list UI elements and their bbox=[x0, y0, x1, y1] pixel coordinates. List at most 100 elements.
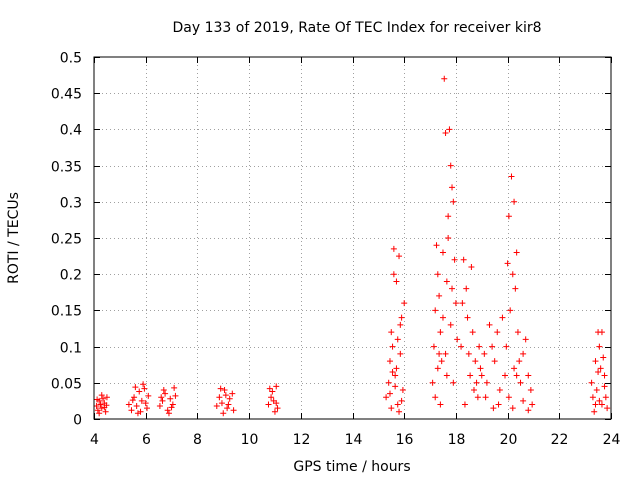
data-point bbox=[496, 387, 503, 394]
data-point bbox=[481, 350, 488, 357]
data-point bbox=[522, 336, 529, 343]
data-point bbox=[103, 402, 110, 409]
data-point bbox=[468, 263, 475, 270]
data-point bbox=[132, 384, 139, 391]
data-point bbox=[442, 130, 449, 137]
data-point bbox=[512, 285, 519, 292]
data-point bbox=[589, 394, 596, 401]
data-point bbox=[274, 405, 281, 412]
data-point bbox=[396, 408, 403, 415]
data-point bbox=[486, 321, 493, 328]
data-point bbox=[93, 402, 100, 409]
data-point bbox=[394, 401, 401, 408]
data-point bbox=[508, 173, 515, 180]
data-point bbox=[452, 300, 459, 307]
data-point bbox=[393, 278, 400, 285]
x-axis-label: GPS time / hours bbox=[293, 459, 410, 475]
data-point bbox=[491, 358, 498, 365]
data-point bbox=[511, 198, 518, 205]
data-point bbox=[461, 401, 468, 408]
data-point bbox=[94, 396, 101, 403]
data-point bbox=[434, 271, 441, 278]
data-point bbox=[213, 402, 220, 409]
data-point bbox=[97, 401, 104, 408]
x-tick-label: 8 bbox=[193, 432, 202, 448]
data-point bbox=[592, 358, 599, 365]
data-point bbox=[463, 285, 470, 292]
data-point bbox=[401, 300, 408, 307]
data-point bbox=[386, 390, 393, 397]
data-point bbox=[388, 329, 395, 336]
data-point bbox=[386, 358, 393, 365]
data-point bbox=[273, 383, 280, 390]
data-point bbox=[125, 401, 132, 408]
data-point bbox=[593, 387, 600, 394]
data-point bbox=[513, 372, 520, 379]
data-point bbox=[225, 401, 232, 408]
data-point bbox=[389, 343, 396, 350]
data-point bbox=[597, 365, 604, 372]
data-point bbox=[220, 410, 227, 417]
data-point bbox=[98, 392, 105, 399]
data-point bbox=[601, 383, 608, 390]
data-point bbox=[520, 350, 527, 357]
y-tick-label: 0.45 bbox=[51, 87, 82, 103]
data-point bbox=[505, 394, 512, 401]
x-tick-label: 10 bbox=[241, 432, 259, 448]
data-point bbox=[224, 405, 231, 412]
data-point bbox=[494, 329, 501, 336]
data-point bbox=[503, 343, 510, 350]
y-axis-label: ROTI / TECUs bbox=[6, 192, 22, 284]
data-point bbox=[140, 381, 147, 388]
y-tick-label: 0.2 bbox=[60, 268, 82, 284]
data-point bbox=[388, 405, 395, 412]
data-point bbox=[230, 407, 237, 414]
data-point bbox=[389, 368, 396, 375]
data-point bbox=[392, 372, 399, 379]
data-point bbox=[133, 402, 140, 409]
data-point bbox=[100, 395, 107, 402]
data-point bbox=[226, 395, 233, 402]
data-point bbox=[392, 383, 399, 390]
x-tick-label: 20 bbox=[500, 432, 518, 448]
data-point bbox=[450, 198, 457, 205]
data-point bbox=[527, 387, 534, 394]
data-point bbox=[596, 343, 603, 350]
data-point bbox=[525, 372, 532, 379]
data-point bbox=[504, 260, 511, 267]
data-point bbox=[271, 408, 278, 415]
data-point bbox=[432, 394, 439, 401]
data-point bbox=[164, 407, 171, 414]
data-point bbox=[136, 388, 143, 395]
x-tick-label: 16 bbox=[396, 432, 414, 448]
data-point bbox=[169, 401, 176, 408]
data-point bbox=[598, 401, 605, 408]
data-point bbox=[439, 249, 446, 256]
data-point bbox=[595, 368, 602, 375]
y-tick-label: 0.5 bbox=[60, 51, 82, 67]
data-point bbox=[398, 314, 405, 321]
data-point bbox=[450, 379, 457, 386]
data-point bbox=[446, 126, 453, 133]
data-point bbox=[507, 307, 514, 314]
data-point bbox=[266, 385, 273, 392]
data-point bbox=[467, 372, 474, 379]
data-point bbox=[103, 394, 110, 401]
data-point bbox=[454, 336, 461, 343]
data-point bbox=[502, 372, 509, 379]
data-point bbox=[134, 410, 141, 417]
data-point bbox=[598, 329, 605, 336]
data-point bbox=[390, 245, 397, 252]
y-tick-label: 0.35 bbox=[51, 160, 82, 176]
data-point bbox=[469, 329, 476, 336]
data-point bbox=[442, 350, 449, 357]
data-point bbox=[472, 358, 479, 365]
data-point bbox=[96, 410, 103, 417]
data-point bbox=[511, 365, 518, 372]
data-point bbox=[458, 343, 465, 350]
data-point bbox=[514, 329, 521, 336]
data-point bbox=[385, 379, 392, 386]
data-point bbox=[439, 314, 446, 321]
data-point bbox=[449, 285, 456, 292]
